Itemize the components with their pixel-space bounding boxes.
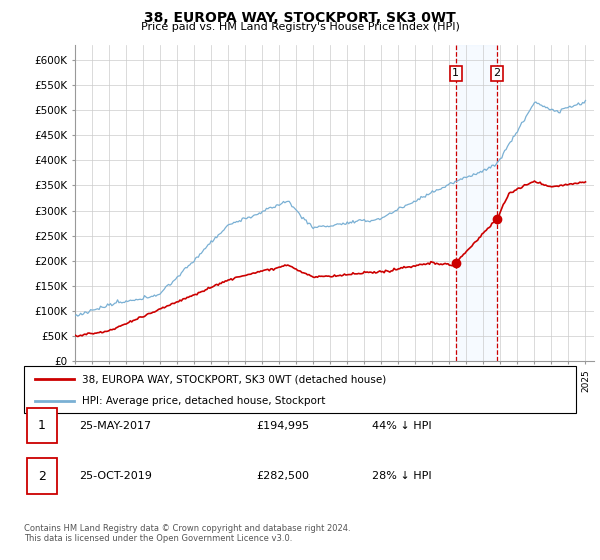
Text: £282,500: £282,500	[256, 471, 309, 481]
Text: HPI: Average price, detached house, Stockport: HPI: Average price, detached house, Stoc…	[82, 396, 325, 407]
Text: 38, EUROPA WAY, STOCKPORT, SK3 0WT (detached house): 38, EUROPA WAY, STOCKPORT, SK3 0WT (deta…	[82, 374, 386, 384]
Text: 28% ↓ HPI: 28% ↓ HPI	[372, 471, 431, 481]
Text: Contains HM Land Registry data © Crown copyright and database right 2024.
This d: Contains HM Land Registry data © Crown c…	[24, 524, 350, 543]
Bar	[27, 408, 57, 444]
Text: Price paid vs. HM Land Registry's House Price Index (HPI): Price paid vs. HM Land Registry's House …	[140, 22, 460, 32]
Bar	[27, 458, 57, 494]
Text: 38, EUROPA WAY, STOCKPORT, SK3 0WT: 38, EUROPA WAY, STOCKPORT, SK3 0WT	[144, 11, 456, 25]
Text: £194,995: £194,995	[256, 421, 309, 431]
Text: 1: 1	[452, 68, 460, 78]
Text: 1: 1	[38, 419, 46, 432]
Text: 25-OCT-2019: 25-OCT-2019	[79, 471, 152, 481]
Bar	[456, 45, 497, 361]
Text: 2: 2	[38, 469, 46, 483]
Text: 25-MAY-2017: 25-MAY-2017	[79, 421, 151, 431]
Text: 2: 2	[493, 68, 500, 78]
Text: 44% ↓ HPI: 44% ↓ HPI	[372, 421, 431, 431]
